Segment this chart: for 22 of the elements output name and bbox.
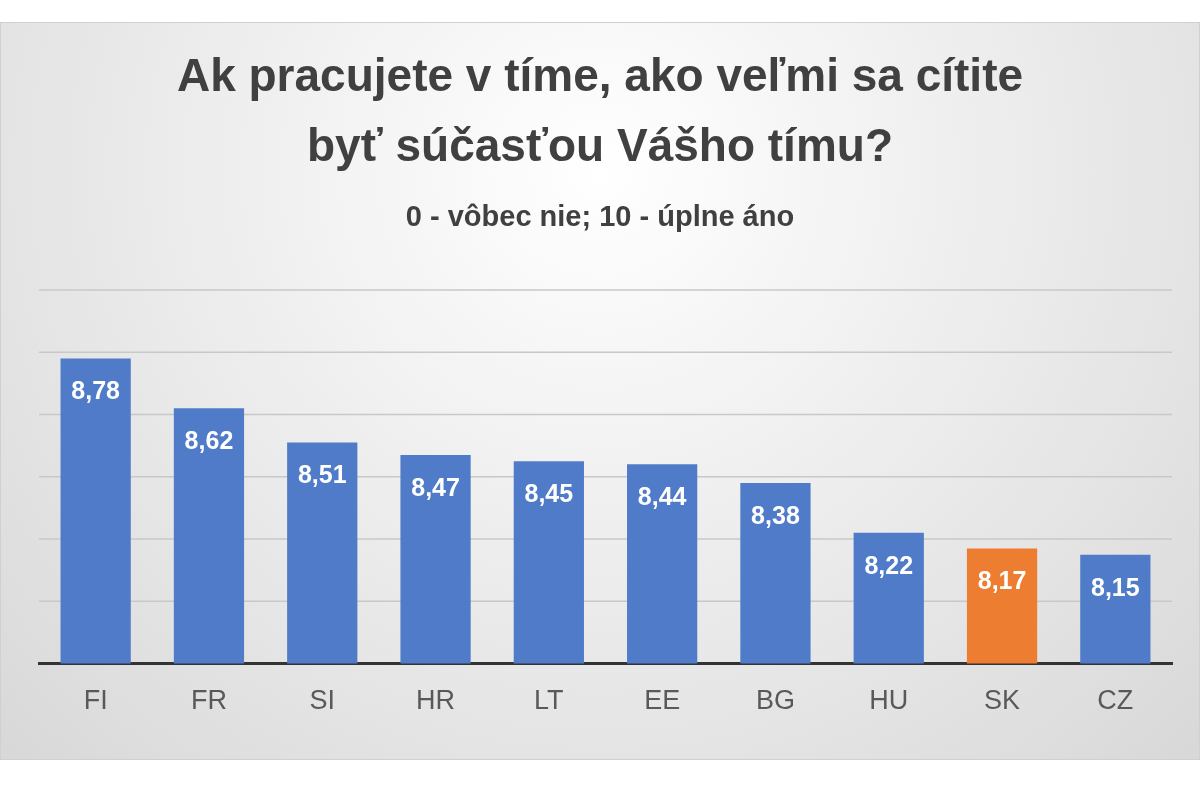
data-label: 8,62: [184, 426, 234, 455]
data-label: 8,22: [864, 550, 914, 579]
data-label: 8,78: [71, 376, 121, 405]
x-tick-label: FR: [190, 685, 227, 716]
x-tick-label: HU: [869, 685, 909, 716]
chart-title: Ak pracujete v tíme, ako veľmi sa cítite byť súčasťou Vášho tímu?: [175, 48, 1025, 173]
data-label: 8,17: [977, 566, 1027, 595]
x-tick-label: BG: [755, 685, 795, 716]
x-tick-label: SK: [984, 685, 1021, 716]
x-tick-label: LT: [534, 685, 564, 716]
data-label: 8,47: [411, 472, 460, 501]
x-tick-label: SI: [309, 685, 336, 716]
x-tick-label: FI: [83, 685, 108, 716]
chart-subtitle: 0 - vôbec nie; 10 - úplne áno: [404, 200, 796, 233]
data-label: 8,38: [751, 500, 800, 529]
data-label: 8,15: [1091, 572, 1140, 601]
data-label: 8,45: [524, 479, 574, 508]
x-tick-label: EE: [644, 685, 681, 716]
x-tick-label: HR: [416, 685, 456, 716]
x-tick-label: CZ: [1097, 685, 1134, 716]
data-label: 8,51: [297, 460, 347, 489]
data-label: 8,44: [637, 482, 687, 511]
